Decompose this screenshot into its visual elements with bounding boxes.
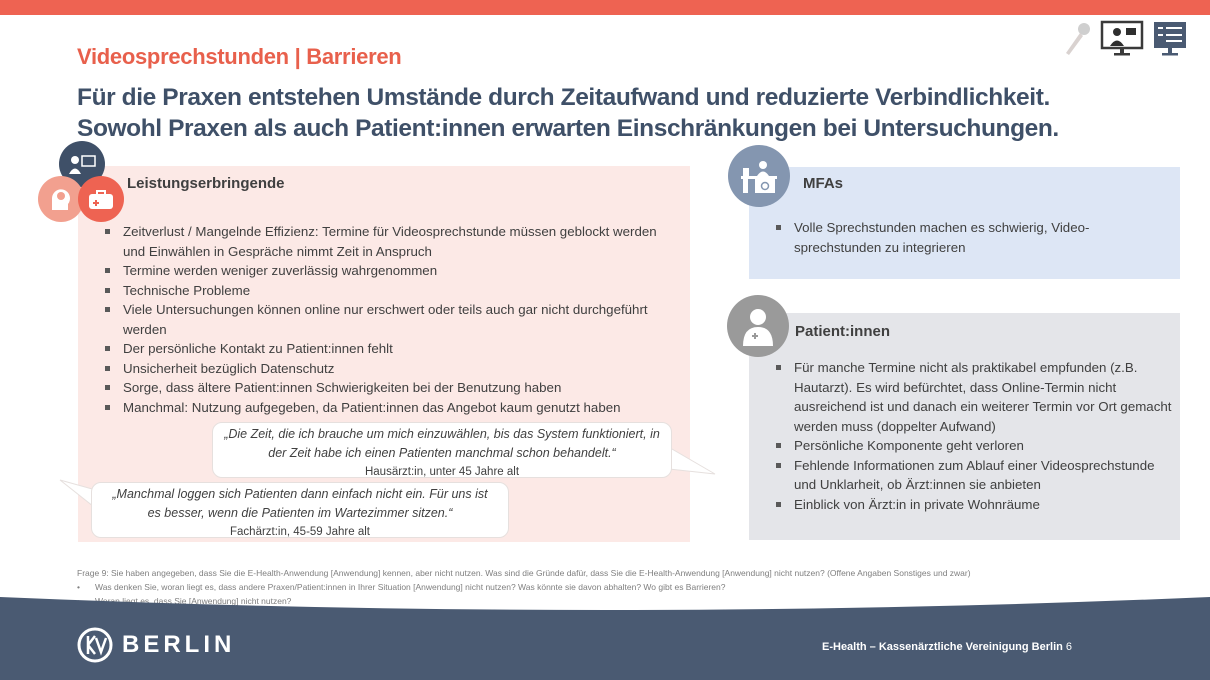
headline-line: Sowohl Praxen als auch Patient:innen erw… [77, 115, 1059, 142]
page-number: 6 [1065, 641, 1073, 653]
list-item: Unsicherheit bezüglich Datenschutz [103, 359, 673, 379]
top-accent-bar [0, 0, 1210, 15]
quote-text: „Manchmal loggen sich Patienten dann ein… [112, 487, 488, 520]
leistungserbringende-title: Leistungserbringende [127, 175, 285, 192]
footnote-question: Frage 9: Sie haben angegeben, dass Sie d… [77, 568, 971, 578]
list-item: Fehlende Informationen zum Ablauf einer … [774, 456, 1174, 495]
patienten-panel [749, 313, 1180, 540]
headline: Für die Praxen entstehen Umstände durch … [77, 82, 1197, 144]
kv-logo-mark [77, 627, 113, 663]
microphone-icon [1066, 23, 1090, 55]
footer-caption: E-Health – Kassenärztliche Vereinigung B… [822, 641, 1063, 653]
quote-bubble-tail [660, 441, 716, 475]
leistungserbringende-panel [78, 166, 690, 542]
list-item: Termine werden weniger zuverlässig wahrg… [103, 261, 673, 281]
list-item: Einblick von Ärzt:in in private Wohnräum… [774, 495, 1174, 515]
survey-monitor-icon [1154, 22, 1186, 56]
quote-bubble: „Die Zeit, die ich brauche um mich einzu… [212, 422, 672, 478]
list-item: Volle Sprechstunden machen es schwierig,… [774, 218, 1164, 257]
footer-band [0, 597, 1210, 680]
footer-text: E-Health – Kassenärztliche Vereinigung B… [822, 641, 1072, 653]
mfas-title: MFAs [803, 175, 844, 192]
leistungserbringende-list: Zeitverlust / Mangelnde Effizienz: Termi… [103, 222, 673, 417]
mfas-list: Volle Sprechstunden machen es schwierig,… [774, 218, 1164, 257]
headline-line: Für die Praxen entstehen Umstände durch … [77, 84, 1050, 111]
patienten-list: Für manche Termine nicht als praktikabel… [774, 358, 1174, 514]
logo-text: BERLIN [122, 631, 236, 658]
list-item: Für manche Termine nicht als praktikabel… [774, 358, 1174, 436]
list-item: Der persönliche Kontakt zu Patient:innen… [103, 339, 673, 359]
quote-bubble: „Manchmal loggen sich Patienten dann ein… [91, 482, 509, 538]
mfas-panel [749, 167, 1180, 279]
reception-desk-icon [728, 145, 790, 207]
video-call-icon [1100, 20, 1144, 56]
kv-berlin-logo: BERLIN [76, 626, 235, 664]
footnote-bullet: Was denken Sie, woran liegt es, dass and… [77, 580, 971, 594]
list-item: Viele Untersuchungen können online nur e… [103, 300, 673, 339]
quote-text: „Die Zeit, die ich brauche um mich einzu… [224, 427, 660, 460]
patienten-title: Patient:innen [795, 323, 891, 340]
medical-bag-icon [78, 176, 124, 222]
patient-icon [727, 295, 789, 357]
quote-source: Hausärzt:in, unter 45 Jahre alt [364, 466, 520, 478]
list-item: Sorge, dass ältere Patient:innen Schwier… [103, 378, 673, 398]
list-item: Manchmal: Nutzung aufgegeben, da Patient… [103, 398, 673, 418]
page-title: Videosprechstunden | Barrieren [77, 44, 402, 69]
list-item: Zeitverlust / Mangelnde Effizienz: Termi… [103, 222, 673, 261]
top-icons [1060, 20, 1188, 56]
head-speech-icon [38, 176, 84, 222]
list-item: Persönliche Komponente geht verloren [774, 436, 1174, 456]
quote-source: Fachärzt:in, 45-59 Jahre alt [230, 526, 370, 538]
list-item: Technische Probleme [103, 281, 673, 301]
